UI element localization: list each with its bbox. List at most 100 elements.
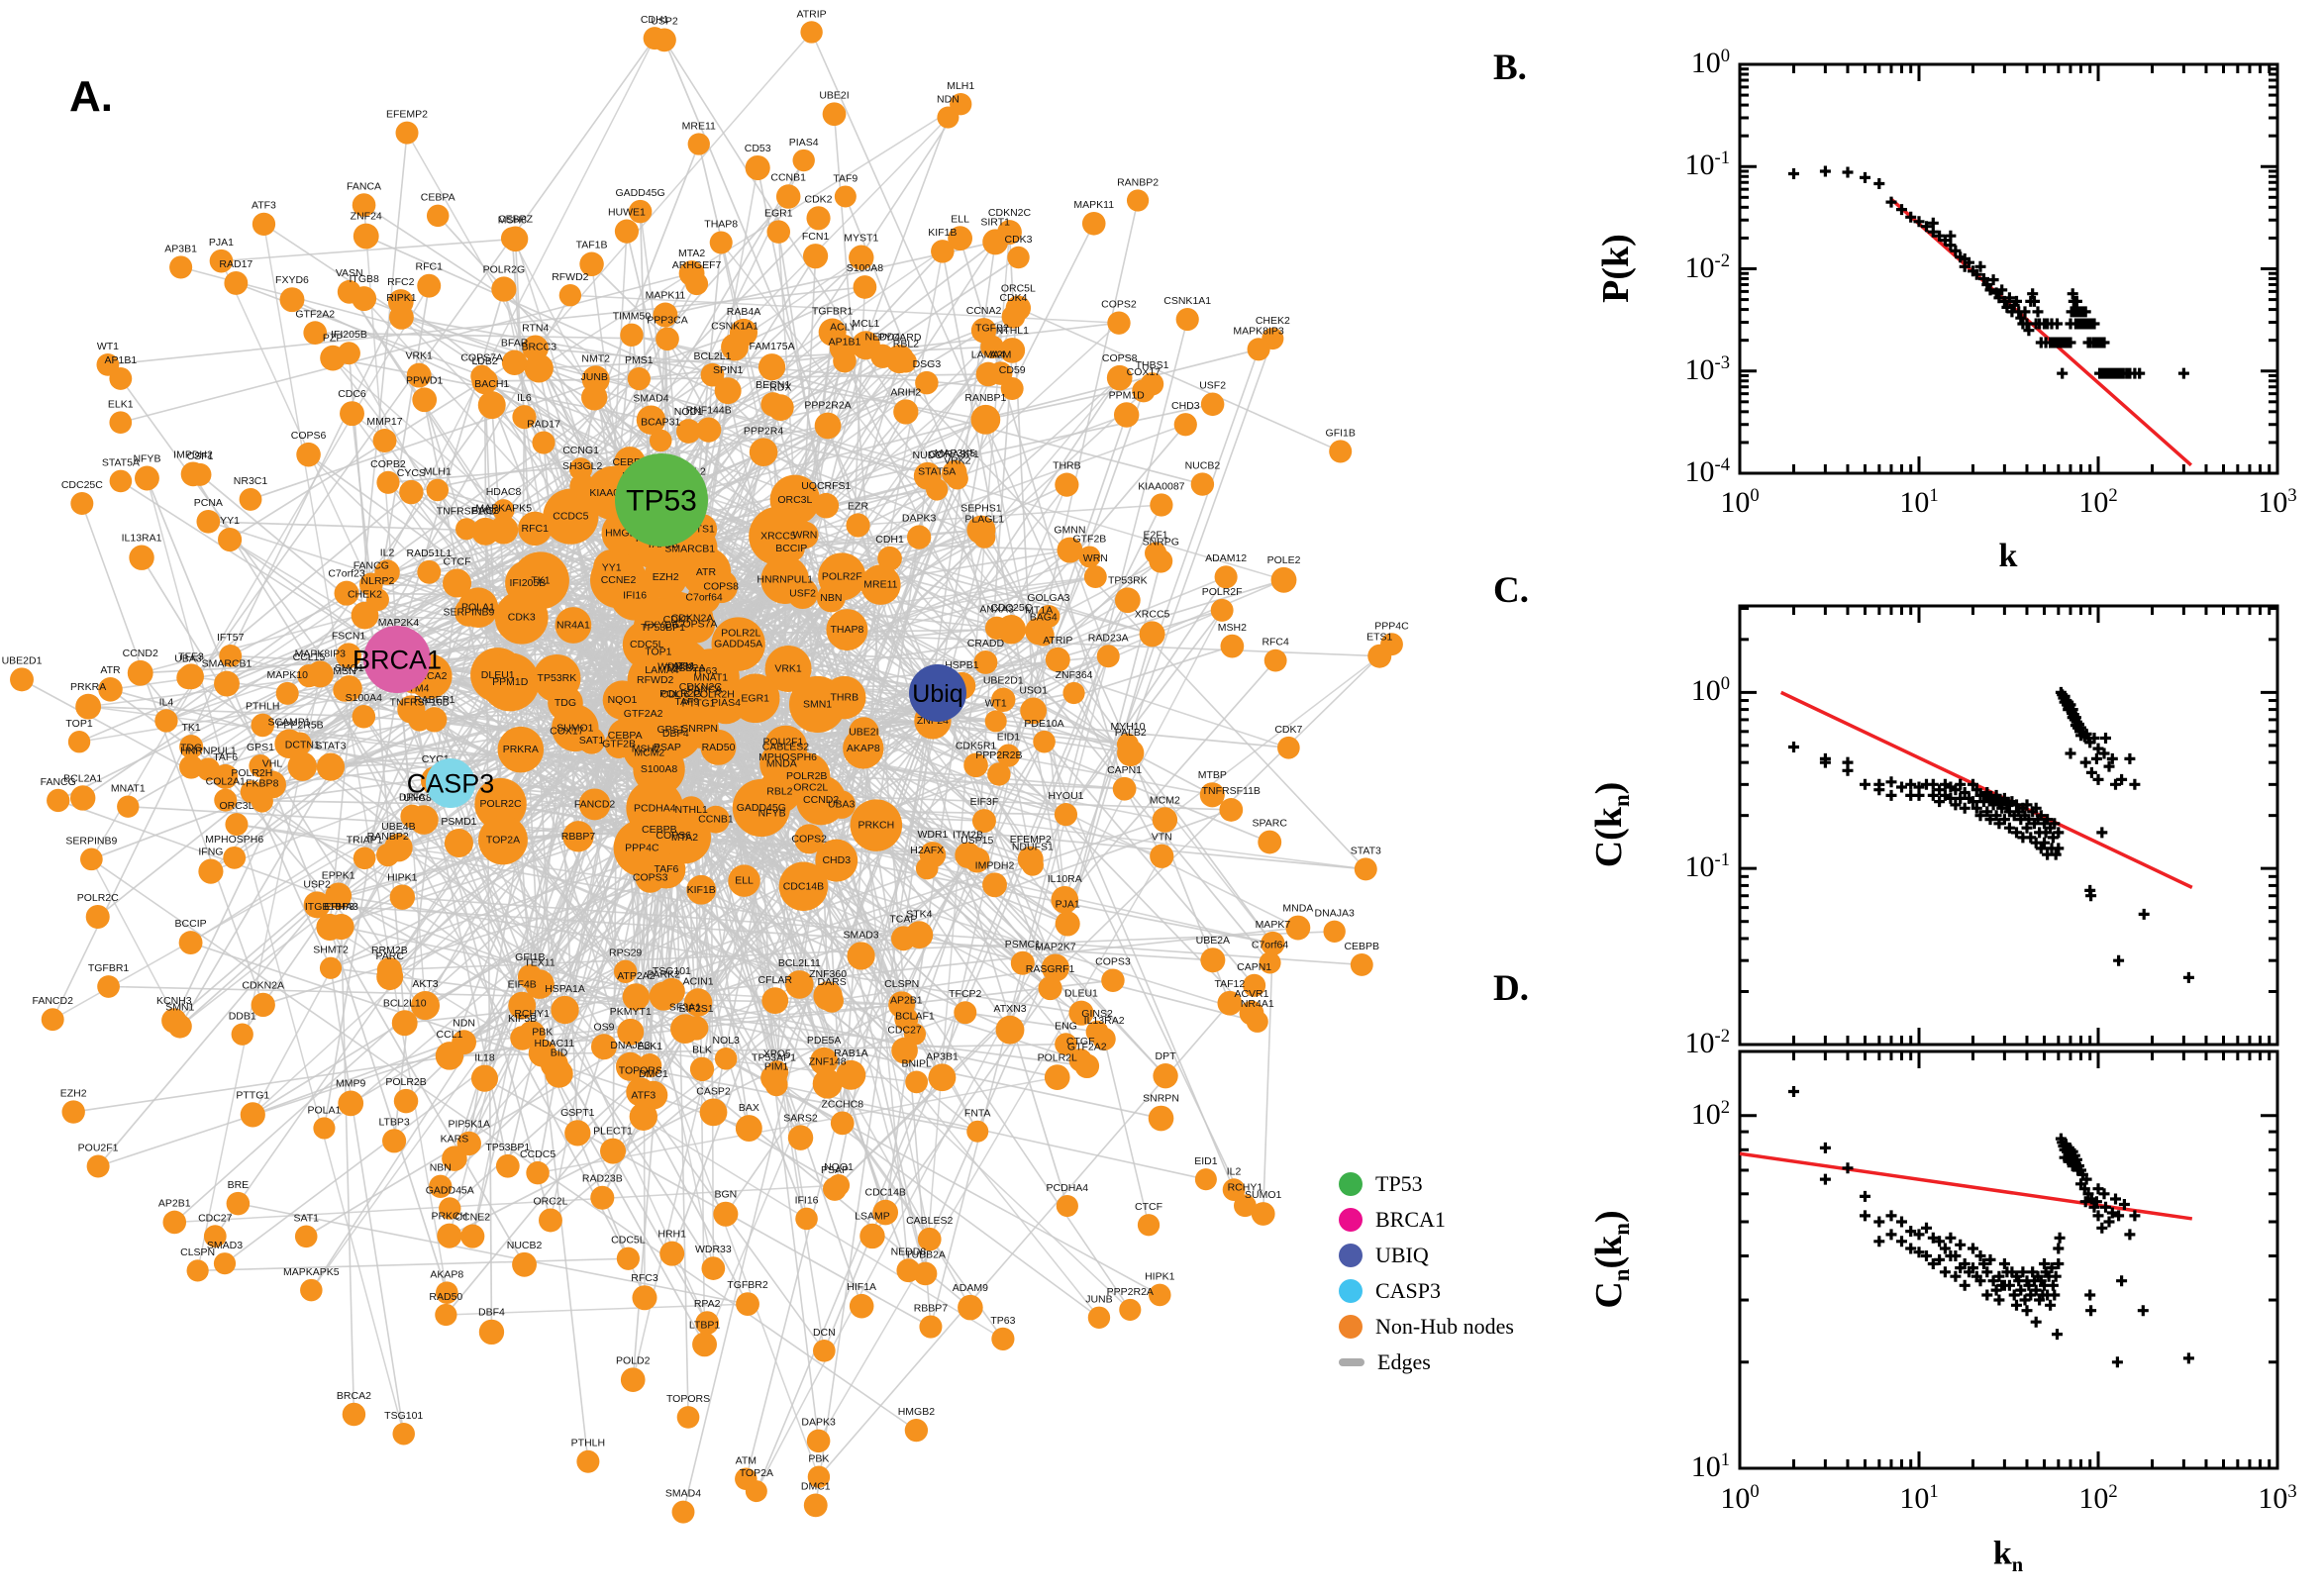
network-node-label: DARS <box>818 976 847 988</box>
legend-item: Non-Hub nodes <box>1339 1309 1514 1345</box>
network-node-label: SMARCB1 <box>202 658 252 670</box>
network-node-label: SAT1 <box>579 735 605 747</box>
network-node-label: POLR2F <box>1202 586 1243 598</box>
network-node <box>1243 973 1266 997</box>
network-node-label: KIF1B <box>928 227 957 239</box>
network-node-label: CASP2 <box>696 1085 731 1097</box>
network-edge <box>705 360 907 573</box>
network-node <box>913 461 942 490</box>
network-node-label: LTBP1 <box>689 1319 720 1331</box>
network-node-label: UBE2D1 <box>983 675 1024 687</box>
network-node-label: FAM175A <box>750 341 795 352</box>
network-node-label: PPP2R2A <box>804 400 851 412</box>
network-edge <box>775 692 939 1073</box>
network-node-label: NUCB2 <box>507 1240 543 1251</box>
network-node-label: NTHL1 <box>996 325 1029 337</box>
network-node-label: SMAD4 <box>633 392 668 404</box>
network-node-label: TDG <box>180 743 202 754</box>
network-node-label: MSH6 <box>498 214 527 226</box>
network-node <box>376 963 404 991</box>
network-node <box>1021 853 1044 876</box>
network-node-label: POU2F1 <box>763 737 804 748</box>
network-node-label: MAPK7 <box>1256 919 1291 931</box>
network-node <box>1323 920 1346 944</box>
network-node <box>1025 617 1054 646</box>
network-node-label: HIF1A <box>847 1281 876 1293</box>
network-node-label: CDK4 <box>999 292 1027 304</box>
network-node-label: CHEK2 <box>348 589 382 601</box>
network-node <box>353 223 379 249</box>
network-edge <box>814 242 996 1506</box>
network-node-label: ELL <box>735 875 754 887</box>
network-node-label: HDAC8 <box>486 486 522 498</box>
network-node-label: PYCARD <box>878 332 922 344</box>
network-node <box>231 1023 253 1046</box>
network-node-label: AP2B1 <box>158 1198 191 1210</box>
network-edge <box>21 678 844 1125</box>
network-node-label: CCNB1 <box>770 171 806 183</box>
network-node <box>1153 1062 1178 1089</box>
network-node <box>745 154 770 181</box>
network-node-label: MNAT1 <box>693 671 728 683</box>
network-node <box>749 506 808 566</box>
network-node-label: BAX <box>739 1102 759 1114</box>
network-node <box>353 847 376 870</box>
network-node <box>1214 565 1238 589</box>
legend-dot-icon <box>1339 1208 1363 1232</box>
network-edge <box>338 895 1082 1015</box>
network-edge <box>454 404 774 1159</box>
network-node <box>127 659 153 686</box>
network-node-label: POLE2 <box>1267 554 1301 566</box>
network-node <box>525 969 555 999</box>
network-node <box>1074 1053 1100 1079</box>
network-edge <box>682 537 920 1513</box>
network-node-label: EIF4B <box>508 979 537 991</box>
network-node <box>1277 736 1300 759</box>
network-node-label: BRE <box>228 1179 250 1191</box>
network-node-label: LTBP3 <box>378 1116 409 1128</box>
network-node-label: CABLES2 <box>906 1215 953 1227</box>
network-node-label: MLH1 <box>424 466 452 478</box>
network-node-label: PJA1 <box>209 237 234 249</box>
network-node-label: RPA2 <box>694 1298 721 1310</box>
network-node-label: VTN <box>1152 832 1172 844</box>
network-node-label: COPS6 <box>291 430 327 442</box>
network-node <box>1054 803 1078 827</box>
network-node-label: UBE2I <box>819 89 849 101</box>
network-node <box>508 991 537 1020</box>
network-node <box>1055 472 1079 497</box>
network-edge <box>236 823 702 891</box>
network-node-label: CYCS <box>397 467 426 479</box>
network-node <box>512 1251 537 1277</box>
network-node-label: WDR1 <box>917 829 948 841</box>
network-node-label: PTHLH <box>246 701 279 713</box>
network-node-label: FKBP8 <box>246 777 278 789</box>
network-edge <box>831 597 1289 749</box>
network-node <box>325 882 353 910</box>
network-node-label: PSAP <box>654 742 681 753</box>
network-node-label: MSN <box>333 665 355 677</box>
network-node-label: EFEMP2 <box>1010 834 1052 846</box>
network-node-label: WDR33 <box>657 661 694 673</box>
network-node <box>1041 953 1069 982</box>
network-node <box>600 1138 627 1164</box>
network-node <box>793 770 829 805</box>
network-node-label: EIF3F <box>970 796 999 808</box>
network-node <box>732 778 790 838</box>
network-edge <box>834 644 1393 1190</box>
network-node <box>539 1208 562 1233</box>
network-node <box>590 1185 615 1210</box>
network-node-label: BLK <box>692 1045 712 1056</box>
network-node-label: UBE2A <box>1196 935 1230 947</box>
network-node <box>129 545 154 570</box>
network-node-label: RAB4A <box>727 306 760 318</box>
network-node <box>442 1146 467 1171</box>
network-node <box>760 555 810 604</box>
network-node-label: POLR2G <box>483 263 526 275</box>
network-node-label: VASN <box>336 267 363 279</box>
c-y-tick-label: 10-1 <box>1684 849 1731 884</box>
network-node-label: CABLES2 <box>762 742 809 753</box>
network-node-label: CDC14B <box>864 1187 905 1199</box>
network-node <box>904 1418 929 1443</box>
network-node <box>816 583 846 613</box>
